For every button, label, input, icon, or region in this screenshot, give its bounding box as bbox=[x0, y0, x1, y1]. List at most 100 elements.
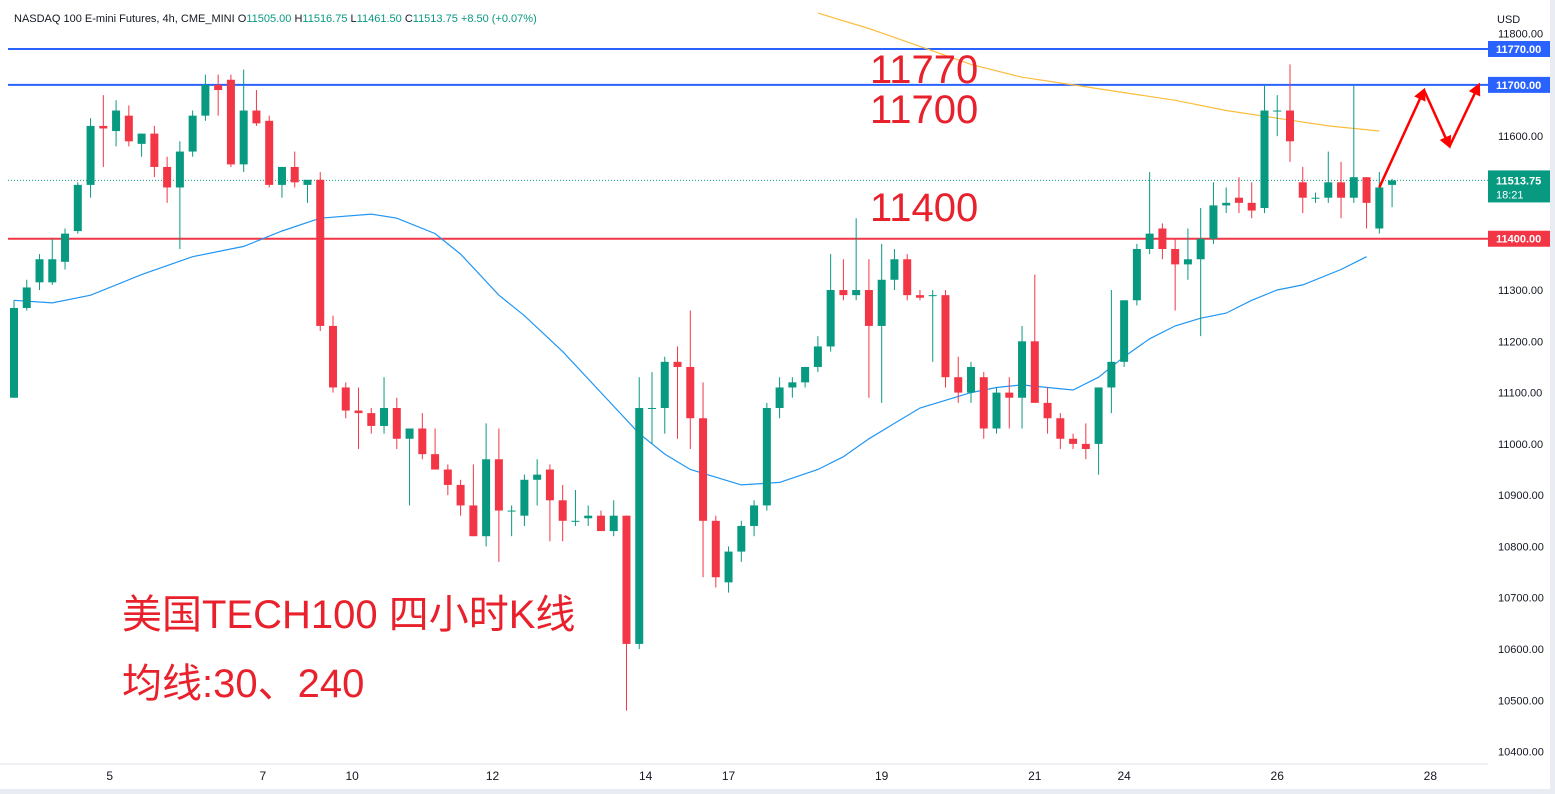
candle bbox=[201, 74, 210, 121]
candle-body bbox=[112, 110, 121, 132]
candle bbox=[1286, 64, 1294, 162]
candle-body bbox=[1298, 182, 1307, 198]
candle-body bbox=[341, 387, 350, 411]
candle-body bbox=[1349, 177, 1358, 198]
candle bbox=[354, 387, 363, 450]
candle bbox=[99, 95, 108, 167]
candle bbox=[1081, 423, 1090, 460]
candle-body bbox=[48, 259, 57, 283]
candle-body bbox=[1107, 361, 1116, 388]
candle-body bbox=[967, 366, 975, 393]
candle-body bbox=[711, 520, 720, 578]
candle bbox=[979, 372, 988, 439]
low-value: 11461.50 bbox=[356, 13, 402, 25]
candle-body bbox=[1120, 300, 1129, 362]
candle bbox=[967, 361, 975, 403]
candle bbox=[915, 290, 924, 301]
candle-body bbox=[1005, 392, 1014, 398]
candle-body bbox=[73, 184, 82, 232]
candle bbox=[239, 69, 248, 173]
candle-body bbox=[609, 515, 618, 532]
level-badge-label-2: 11400.00 bbox=[1496, 234, 1541, 246]
candle bbox=[303, 179, 312, 203]
currency-label[interactable]: USD bbox=[1497, 14, 1521, 26]
x-tick-label: 7 bbox=[259, 769, 266, 783]
candle bbox=[61, 228, 70, 270]
level-badge-1 bbox=[1488, 76, 1550, 93]
candle-body bbox=[890, 259, 899, 280]
candle bbox=[1298, 166, 1307, 214]
candle bbox=[750, 500, 759, 537]
candle-body bbox=[571, 520, 580, 522]
candle bbox=[316, 172, 325, 332]
low-label: L bbox=[350, 13, 357, 25]
candle bbox=[1171, 238, 1180, 311]
candle-body bbox=[1094, 387, 1103, 444]
candle bbox=[112, 100, 121, 147]
candle bbox=[226, 74, 235, 167]
symbol-name[interactable]: NASDAQ 100 E-mini Futures, 4h, CME_MINI bbox=[14, 13, 235, 25]
candle-body bbox=[1362, 177, 1371, 203]
candle-body bbox=[762, 407, 771, 506]
x-tick-label: 19 bbox=[875, 769, 889, 783]
candle bbox=[265, 115, 274, 188]
x-tick-label: 17 bbox=[722, 769, 736, 783]
level-note-11700: 11700 bbox=[870, 88, 979, 132]
candle bbox=[941, 290, 950, 388]
candle-body bbox=[1145, 233, 1154, 249]
candle bbox=[520, 474, 529, 526]
candle-body bbox=[660, 361, 669, 408]
candle bbox=[1234, 177, 1243, 214]
y-tick-label: 11100.00 bbox=[1498, 388, 1542, 400]
candle bbox=[380, 377, 389, 434]
high-value: 11516.75 bbox=[302, 13, 348, 25]
x-tick-label: 21 bbox=[1028, 769, 1042, 783]
candle bbox=[890, 249, 899, 291]
candle-body bbox=[1081, 443, 1090, 450]
candle bbox=[1056, 413, 1065, 450]
candle bbox=[1273, 95, 1282, 137]
candle-body bbox=[290, 166, 299, 183]
candle-body bbox=[469, 505, 478, 537]
candle-body bbox=[163, 166, 172, 188]
level-badge-2 bbox=[1488, 230, 1550, 247]
candle-body bbox=[175, 151, 184, 188]
y-tick-label: 10500.00 bbox=[1498, 695, 1544, 707]
candle bbox=[1349, 84, 1358, 203]
candle bbox=[699, 382, 708, 578]
candle bbox=[1209, 182, 1218, 244]
candle-body bbox=[1324, 182, 1333, 198]
candle-body bbox=[941, 295, 950, 378]
candle-body bbox=[635, 407, 644, 644]
candle bbox=[635, 377, 644, 650]
candle bbox=[290, 151, 299, 188]
candle-body bbox=[214, 84, 223, 91]
candle bbox=[188, 110, 197, 157]
candle-body bbox=[1158, 228, 1167, 249]
projection-arrow-0 bbox=[1378, 87, 1426, 188]
candle bbox=[813, 336, 822, 373]
horizontal-levels bbox=[8, 47, 1488, 240]
candle-body bbox=[188, 115, 197, 152]
level-note-11770: 11770 bbox=[870, 48, 979, 92]
candle-body bbox=[788, 382, 797, 388]
candle-body bbox=[316, 179, 325, 326]
candle-body bbox=[533, 474, 542, 480]
candle-body bbox=[354, 410, 363, 414]
candle bbox=[1158, 223, 1167, 260]
candle-body bbox=[673, 361, 682, 367]
candle-body bbox=[686, 366, 695, 419]
candle-body bbox=[22, 287, 31, 308]
candle bbox=[1145, 172, 1154, 255]
level-badge-label-0: 11770.00 bbox=[1496, 44, 1541, 56]
candle-body bbox=[201, 84, 210, 116]
close-value: 11513.75 bbox=[412, 13, 458, 25]
candle bbox=[392, 397, 401, 450]
time-axis: 5 7 10 12 14 17 19 21 24 26 28 bbox=[0, 763, 1488, 783]
candle-body bbox=[558, 500, 567, 521]
candle bbox=[1018, 325, 1027, 429]
candle-body bbox=[61, 233, 70, 262]
x-tick-label: 5 bbox=[106, 769, 113, 783]
candle-body bbox=[915, 295, 924, 298]
